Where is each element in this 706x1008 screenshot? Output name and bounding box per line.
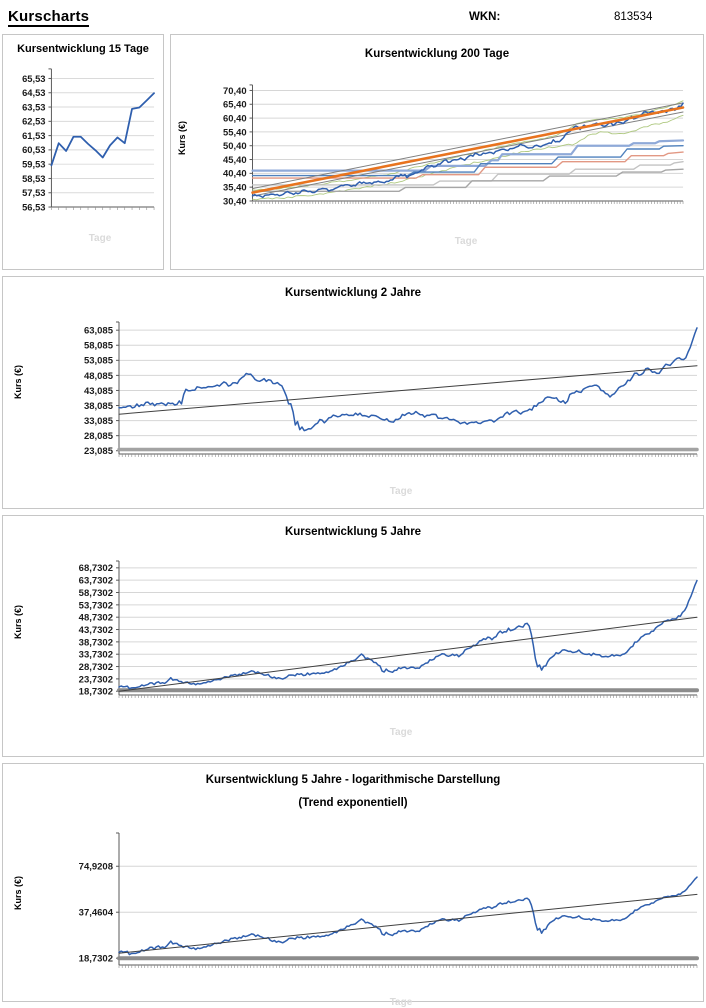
svg-text:33,085: 33,085	[84, 416, 114, 427]
svg-text:38,7302: 38,7302	[79, 638, 113, 649]
x-axis-label: Tage	[389, 486, 413, 498]
svg-text:64,53: 64,53	[22, 88, 45, 98]
chart-title-2-jahre: Kursentwicklung 2 Jahre	[284, 287, 422, 299]
svg-text:63,53: 63,53	[22, 102, 45, 112]
svg-text:58,53: 58,53	[22, 174, 45, 184]
y-axis-label: Kurs (€)	[13, 365, 23, 400]
x-axis-label: Tage	[454, 236, 478, 248]
svg-text:48,085: 48,085	[84, 371, 114, 382]
svg-text:37,4604: 37,4604	[79, 907, 114, 918]
svg-text:53,7302: 53,7302	[79, 601, 113, 612]
svg-text:57,53: 57,53	[22, 188, 45, 198]
y-axis-label: Kurs (€)	[13, 605, 23, 640]
svg-text:38,085: 38,085	[84, 401, 114, 412]
svg-text:23,085: 23,085	[84, 447, 114, 458]
svg-text:55,40: 55,40	[223, 127, 247, 138]
svg-text:23,7302: 23,7302	[79, 675, 113, 686]
chart-panel-2-jahre[interactable]: Kursentwicklung 2 Jahre Kurs (€) 63,085 5…	[2, 276, 704, 509]
svg-text:65,40: 65,40	[223, 99, 247, 110]
svg-text:70,40: 70,40	[223, 85, 247, 96]
svg-text:28,085: 28,085	[84, 431, 114, 442]
svg-text:30,40: 30,40	[223, 196, 247, 207]
svg-text:53,085: 53,085	[84, 356, 114, 367]
svg-text:56,53: 56,53	[22, 202, 45, 212]
top-chart-row: Kursentwicklung 15 Tage 65,53 64,53 63,53 6…	[2, 34, 704, 270]
chart-title-5-jahre: Kursentwicklung 5 Jahre	[284, 526, 422, 538]
svg-text:65,53: 65,53	[22, 74, 45, 84]
svg-text:50,40: 50,40	[223, 140, 247, 151]
svg-text:28,7302: 28,7302	[79, 662, 113, 673]
svg-text:18,7302: 18,7302	[79, 687, 113, 698]
page-title: Kurscharts	[8, 8, 90, 27]
x-axis-label: Tage	[389, 996, 413, 1008]
chart-canvas-15-tage: 65,53 64,53 63,53 62,53 61,53 60,53 59,53 58,53…	[22, 68, 155, 212]
svg-text:43,085: 43,085	[84, 386, 114, 397]
y-axis-label: Kurs (€)	[13, 875, 23, 910]
svg-text:48,7302: 48,7302	[79, 613, 113, 624]
svg-text:45,40: 45,40	[223, 154, 247, 165]
svg-text:58,7302: 58,7302	[79, 588, 113, 599]
chart-panel-200-tage[interactable]: Kursentwicklung 200 Tage Kurs (€) 70,40 6…	[170, 34, 704, 270]
chart-subtitle-5-jahre-log: (Trend exponentiell)	[298, 797, 408, 810]
y-axis-label: Kurs (€)	[177, 120, 187, 155]
svg-text:35,40: 35,40	[223, 182, 247, 193]
svg-text:18,7302: 18,7302	[79, 953, 113, 964]
svg-text:63,085: 63,085	[84, 326, 114, 337]
chart-canvas-2-jahre: 63,085 58,085 53,085 48,085 43,085 38,085 33,0…	[84, 321, 699, 458]
x-axis-label: Tage	[88, 232, 112, 244]
chart-title-15-tage: Kursentwicklung 15 Tage	[17, 43, 149, 55]
svg-text:40,40: 40,40	[223, 168, 247, 179]
svg-text:60,53: 60,53	[22, 145, 45, 155]
chart-canvas-200-tage: 70,40 65,40 60,40 55,40 50,40 45,40 40,40 35,40…	[223, 84, 685, 207]
svg-text:60,40: 60,40	[223, 113, 247, 124]
svg-text:63,7302: 63,7302	[79, 576, 113, 587]
svg-text:62,53: 62,53	[22, 116, 45, 126]
svg-text:33,7302: 33,7302	[79, 650, 113, 661]
svg-text:74,9208: 74,9208	[79, 861, 113, 872]
svg-text:58,085: 58,085	[84, 341, 114, 352]
svg-text:43,7302: 43,7302	[79, 625, 113, 636]
wkn-label: WKN:	[469, 11, 501, 23]
svg-text:61,53: 61,53	[22, 131, 45, 141]
chart-title-200-tage: Kursentwicklung 200 Tage	[364, 48, 510, 60]
chart-panel-15-tage[interactable]: Kursentwicklung 15 Tage 65,53 64,53 63,53 6…	[2, 34, 164, 270]
chart-title-5-jahre-log: Kursentwicklung 5 Jahre - logarithmische…	[205, 774, 501, 786]
page-header: Kurscharts WKN: 813534	[6, 6, 700, 30]
chart-canvas-5-jahre-log: 74,9208 37,4604 18,7302	[79, 832, 699, 968]
svg-text:59,53: 59,53	[22, 159, 45, 169]
x-axis-label: Tage	[389, 727, 413, 739]
chart-panel-5-jahre[interactable]: Kursentwicklung 5 Jahre Kurs (€) 68,7302…	[2, 515, 704, 757]
svg-text:68,7302: 68,7302	[79, 564, 113, 575]
wkn-value: 813534	[614, 11, 653, 23]
chart-panel-5-jahre-log[interactable]: Kursentwicklung 5 Jahre - logarithmische…	[2, 763, 704, 1008]
